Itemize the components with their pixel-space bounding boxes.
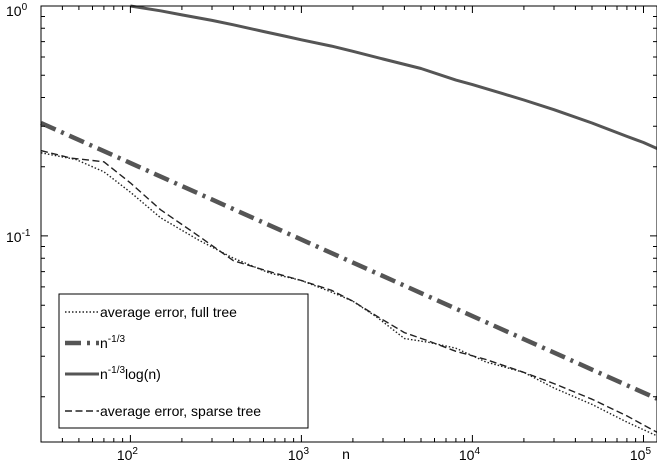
series-line-2 bbox=[130, 4, 657, 150]
x-tick-label: 102 bbox=[117, 446, 139, 463]
legend-label-2: n-1/3log(n) bbox=[100, 365, 161, 382]
series-layer bbox=[40, 4, 657, 437]
x-axis-label: n bbox=[342, 446, 350, 462]
y-tick-label: 10-1 bbox=[6, 228, 31, 245]
legend-label-1: n-1/3 bbox=[100, 334, 125, 351]
y-tick-label: 100 bbox=[6, 2, 28, 19]
series-line-1 bbox=[40, 120, 657, 401]
legend-label-3: average error, sparse tree bbox=[100, 403, 261, 419]
x-tick-label: 104 bbox=[459, 446, 481, 463]
plot-frame bbox=[40, 5, 657, 443]
x-tick-label: 105 bbox=[630, 446, 652, 463]
x-tick-label: 103 bbox=[288, 446, 310, 463]
legend-box bbox=[58, 293, 309, 429]
tick-labels: 102 103 104 105 10-1 100 bbox=[6, 2, 651, 463]
series-line-3 bbox=[40, 149, 657, 433]
legend: average error, full tree n-1/3 n-1/3log(n)… bbox=[58, 293, 309, 429]
series-line-0 bbox=[40, 152, 657, 437]
legend-label-0: average error, full tree bbox=[100, 304, 237, 320]
